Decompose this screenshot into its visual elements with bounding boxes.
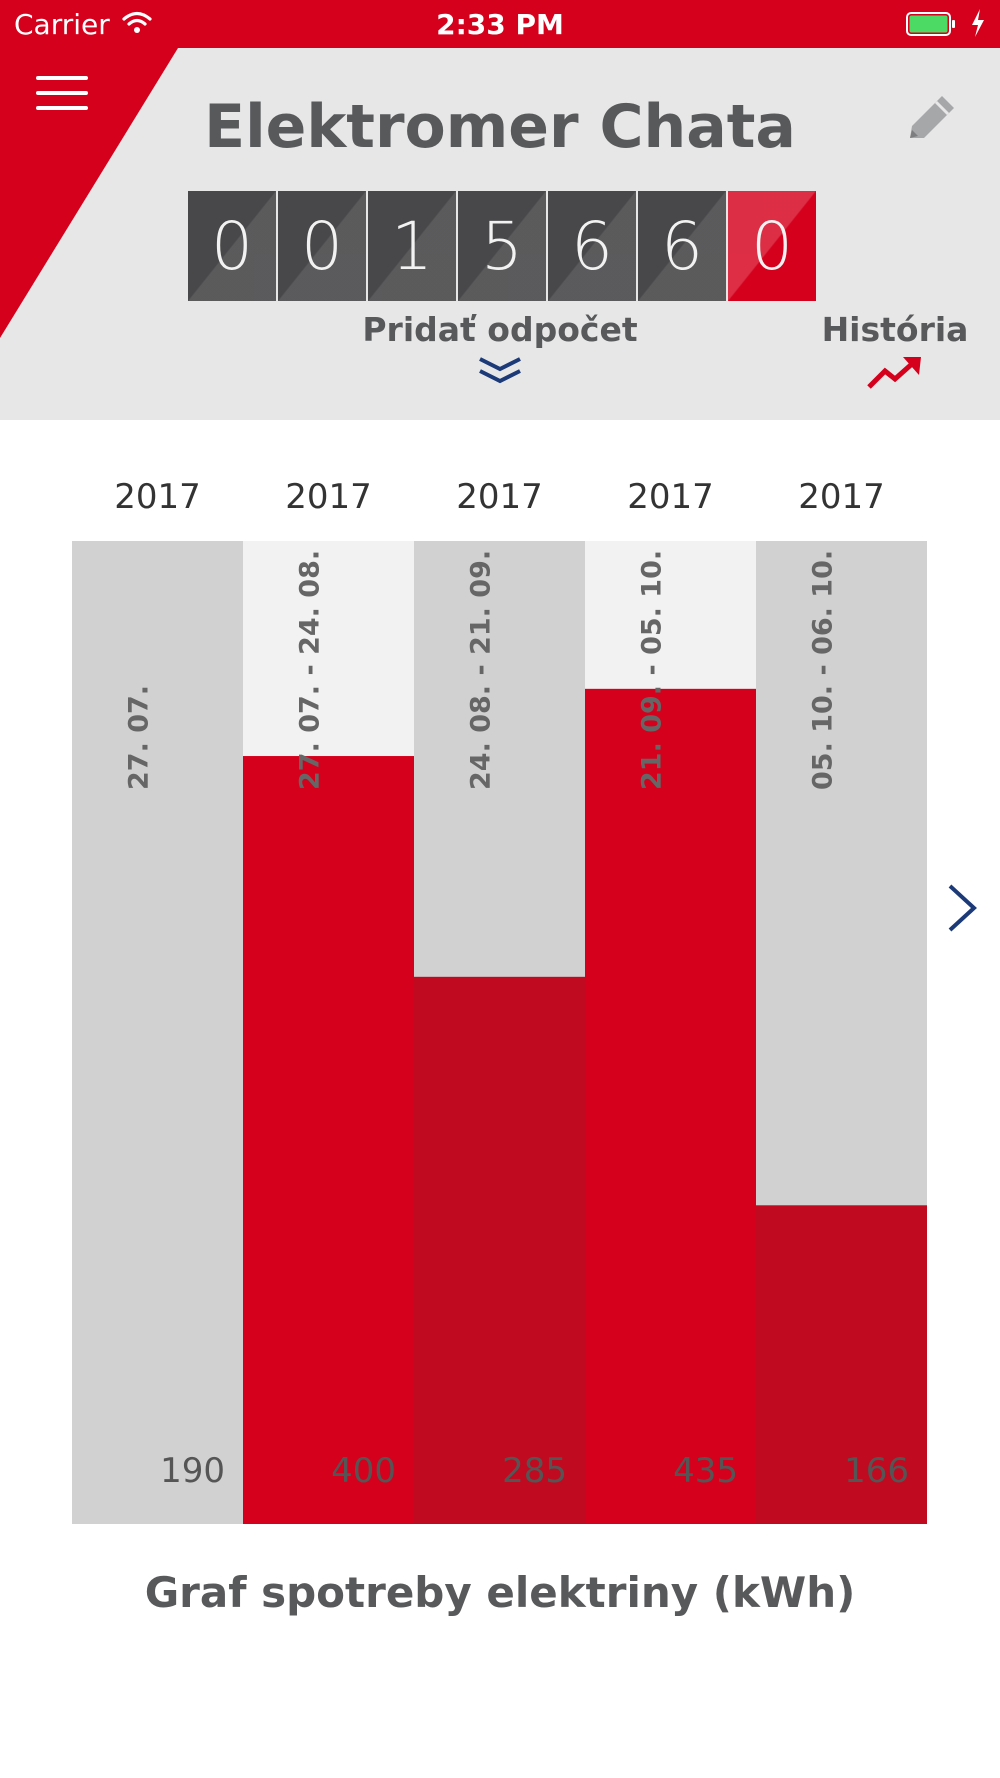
pencil-icon — [910, 96, 954, 138]
meter-digit: 1 — [368, 191, 456, 301]
meter-digit: 5 — [458, 191, 546, 301]
brand-corner — [0, 48, 178, 338]
trend-up-icon — [867, 357, 921, 389]
chart-value-label: 166 — [844, 1451, 909, 1491]
chart-value-label: 285 — [502, 1451, 567, 1491]
battery-icon — [906, 12, 955, 36]
meter-digit-decimal: 0 — [728, 191, 816, 301]
add-reading-button[interactable]: Pridať odpočet — [360, 310, 640, 393]
add-reading-label: Pridať odpočet — [362, 310, 638, 349]
chart-year-label: 2017 — [285, 477, 372, 517]
chart-year-label: 2017 — [627, 477, 714, 517]
carrier-label: Carrier — [14, 8, 110, 41]
meter-digit: 6 — [548, 191, 636, 301]
history-button[interactable]: História — [820, 310, 970, 395]
chart-bar — [585, 688, 756, 1524]
chart-period-label: 05. 10. - 06. 10. — [808, 550, 839, 790]
chart-bar — [72, 1159, 243, 1524]
status-bar: Carrier 2:33 PM — [0, 0, 1000, 48]
chart-title: Graf spotreby elektriny (kWh) — [144, 1568, 856, 1617]
hamburger-icon — [36, 76, 88, 110]
double-chevron-down-icon — [479, 357, 521, 384]
chart-bar — [756, 1205, 927, 1524]
chart-bar — [414, 976, 585, 1524]
next-period-button[interactable] — [940, 880, 984, 936]
chart-year-label: 2017 — [114, 477, 201, 517]
meter-counter[interactable]: 0 0 1 5 6 6 0 — [188, 191, 816, 301]
chart-period-label: 24. 08. - 21. 09. — [466, 550, 497, 790]
chevron-right-icon — [948, 884, 977, 932]
chart-value-label: 435 — [673, 1451, 738, 1491]
chart-value-label: 400 — [331, 1451, 396, 1491]
status-time: 2:33 PM — [436, 8, 564, 41]
history-label: História — [821, 310, 969, 349]
meter-digit: 6 — [638, 191, 726, 301]
menu-button[interactable] — [36, 76, 88, 116]
chart-bar — [243, 756, 414, 1524]
chart-value-label: 190 — [160, 1451, 225, 1491]
edit-button[interactable] — [898, 88, 962, 152]
chart-period-label: 21. 09. - 05. 10. — [637, 550, 668, 790]
chart-period-label: 27. 07. — [124, 685, 155, 790]
meter-title: Elektromer Chata — [204, 92, 796, 162]
meter-digit: 0 — [278, 191, 366, 301]
charging-icon — [972, 9, 984, 37]
consumption-chart: 2017 27. 07. 190 2017 27. 07. - 24. 08. 400 20… — [72, 477, 927, 1524]
chart-year-label: 2017 — [456, 477, 543, 517]
meter-digit: 0 — [188, 191, 276, 301]
chart-year-label: 2017 — [798, 477, 885, 517]
wifi-icon — [122, 11, 152, 33]
header: Elektromer Chata 0 0 1 5 6 6 0 Pridať od… — [0, 48, 1000, 420]
chart-period-label: 27. 07. - 24. 08. — [295, 550, 326, 790]
